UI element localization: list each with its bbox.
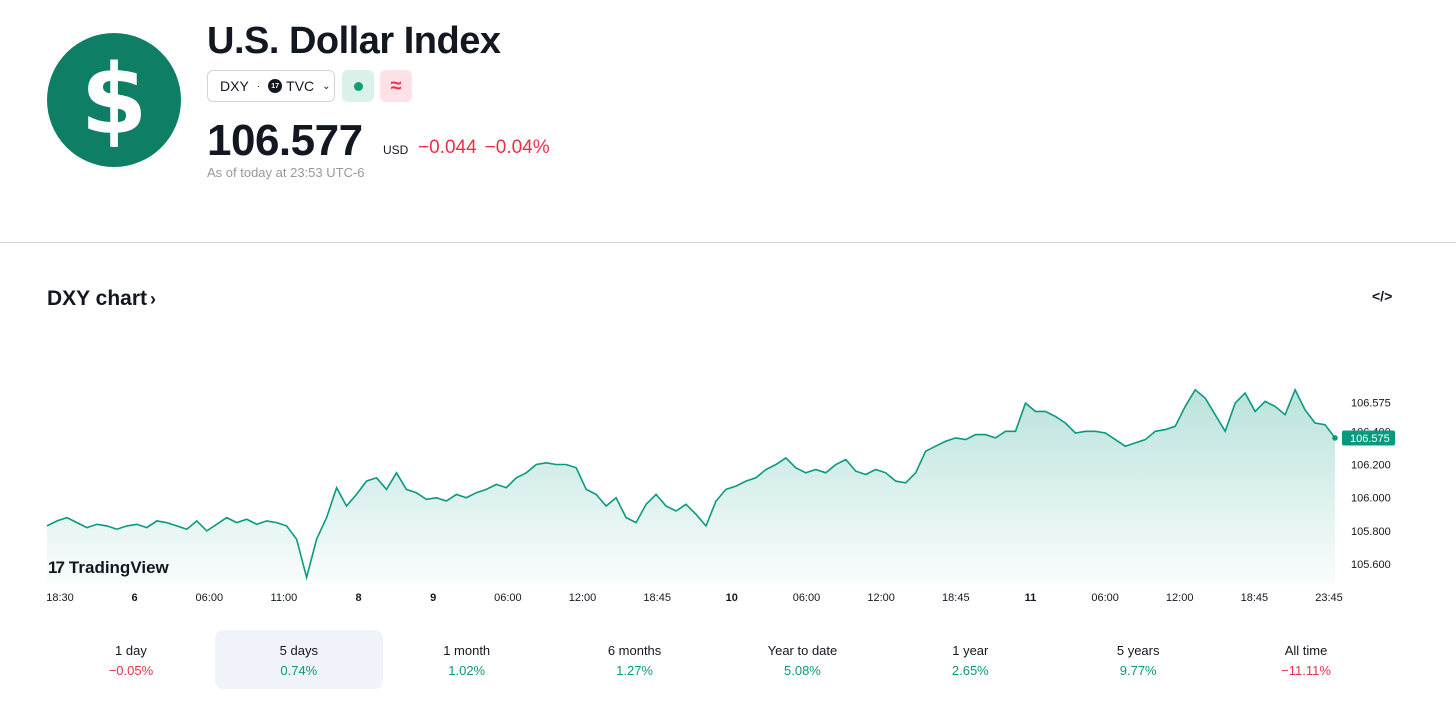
x-tick-label: 18:45 xyxy=(942,592,970,604)
x-tick-label: 18:45 xyxy=(1241,592,1269,604)
period-button[interactable]: All time −11.11% xyxy=(1222,630,1390,689)
x-tick-label: 10 xyxy=(726,592,738,604)
y-tick-label: 106.200 xyxy=(1351,460,1391,472)
price-change: −0.044 −0.04% xyxy=(418,137,550,159)
x-tick-label: 06:00 xyxy=(793,592,821,604)
x-tick-label: 23:45 xyxy=(1315,592,1343,604)
symbol-exchange-dropdown[interactable]: DXY · 17 TVC ⌄ xyxy=(207,70,335,102)
embed-code-icon[interactable]: </> xyxy=(1372,288,1393,304)
period-button[interactable]: 5 years 9.77% xyxy=(1054,630,1222,689)
section-divider xyxy=(0,242,1456,243)
x-tick-label: 18:30 xyxy=(46,592,74,604)
price-chart[interactable]: 105.600105.800106.000106.200106.400106.5… xyxy=(0,330,1456,615)
period-change: 2.65% xyxy=(951,663,989,678)
currency-label: USD xyxy=(383,143,409,157)
y-tick-label: 106.000 xyxy=(1351,493,1391,505)
symbol-label: DXY xyxy=(220,78,249,94)
chart-title: DXY chart xyxy=(47,287,147,310)
period-label: 1 year xyxy=(952,643,989,658)
period-change: 1.02% xyxy=(448,663,486,678)
exchange-label: TVC xyxy=(286,78,315,94)
period-label: 1 month xyxy=(443,643,491,658)
y-tick-label: 105.600 xyxy=(1351,559,1391,571)
chevron-right-icon: › xyxy=(150,289,156,309)
last-price: 106.577 xyxy=(207,116,363,165)
tradingview-watermark[interactable]: 17 TradingView xyxy=(48,558,169,578)
period-button[interactable]: 1 month 1.02% xyxy=(383,630,551,689)
x-tick-label: 12:00 xyxy=(569,592,597,604)
period-change: 9.77% xyxy=(1119,663,1157,678)
tradingview-badge-icon: 17 xyxy=(268,79,283,93)
period-button[interactable]: 1 day −0.05% xyxy=(47,630,215,689)
page-title: U.S. Dollar Index xyxy=(207,20,501,62)
dollar-icon: $ xyxy=(80,44,148,156)
x-tick-label: 06:00 xyxy=(494,592,522,604)
x-tick-label: 9 xyxy=(430,592,436,604)
x-tick-label: 18:45 xyxy=(643,592,671,604)
period-label: All time xyxy=(1284,643,1328,658)
period-button[interactable]: 1 year 2.65% xyxy=(886,630,1054,689)
last-point-marker xyxy=(1332,435,1338,441)
watermark-text: TradingView xyxy=(68,558,169,577)
market-status-button[interactable] xyxy=(342,70,374,102)
change-absolute: −0.044 xyxy=(418,137,477,158)
chart-title-link[interactable]: DXY chart › xyxy=(47,287,156,311)
period-change: 1.27% xyxy=(616,663,653,678)
x-tick-label: 12:00 xyxy=(1166,592,1194,604)
last-value-label: 106.575 xyxy=(1350,433,1390,445)
tradingview-logo-icon: 17 xyxy=(48,558,65,577)
price-area xyxy=(47,389,1335,584)
green-dot-icon xyxy=(353,81,363,91)
last-value-tag xyxy=(1342,430,1395,446)
period-change: 5.08% xyxy=(784,663,821,678)
as-of-timestamp: As of today at 23:53 UTC-6 xyxy=(207,165,365,180)
period-change: −11.11% xyxy=(1281,663,1331,678)
price-line xyxy=(46,387,1336,581)
period-button[interactable]: 6 months 1.27% xyxy=(551,630,719,689)
x-tick-label: 06:00 xyxy=(196,592,224,604)
dxy-logo: $ xyxy=(47,33,181,167)
period-button[interactable]: Year to date 5.08% xyxy=(719,630,887,689)
period-label: 1 day xyxy=(115,643,147,658)
x-tick-label: 8 xyxy=(356,592,362,604)
x-tick-label: 11:00 xyxy=(271,592,298,604)
separator-dot: · xyxy=(256,80,261,92)
approx-icon: ≈ xyxy=(390,74,402,97)
change-percent: −0.04% xyxy=(484,137,550,158)
x-tick-label: 06:00 xyxy=(1091,592,1119,604)
approx-data-button[interactable]: ≈ xyxy=(380,70,412,102)
x-tick-label: 6 xyxy=(132,592,138,604)
period-label: 5 years xyxy=(1116,643,1160,658)
period-label: Year to date xyxy=(767,643,838,658)
chevron-down-icon: ⌄ xyxy=(322,80,331,92)
period-label: 5 days xyxy=(279,643,318,658)
period-selector: 1 day −0.05% 5 days 0.74% 1 month 1.02% 6 mont… xyxy=(47,630,1390,689)
period-change: −0.05% xyxy=(108,663,154,678)
period-label: 6 months xyxy=(607,643,662,658)
x-tick-label: 12:00 xyxy=(867,592,895,604)
period-change: 0.74% xyxy=(280,663,318,678)
x-tick-label: 11 xyxy=(1025,592,1037,604)
period-button[interactable]: 5 days 0.74% xyxy=(214,630,383,689)
y-tick-label: 105.800 xyxy=(1351,526,1391,538)
y-tick-label: 106.575 xyxy=(1351,397,1391,409)
